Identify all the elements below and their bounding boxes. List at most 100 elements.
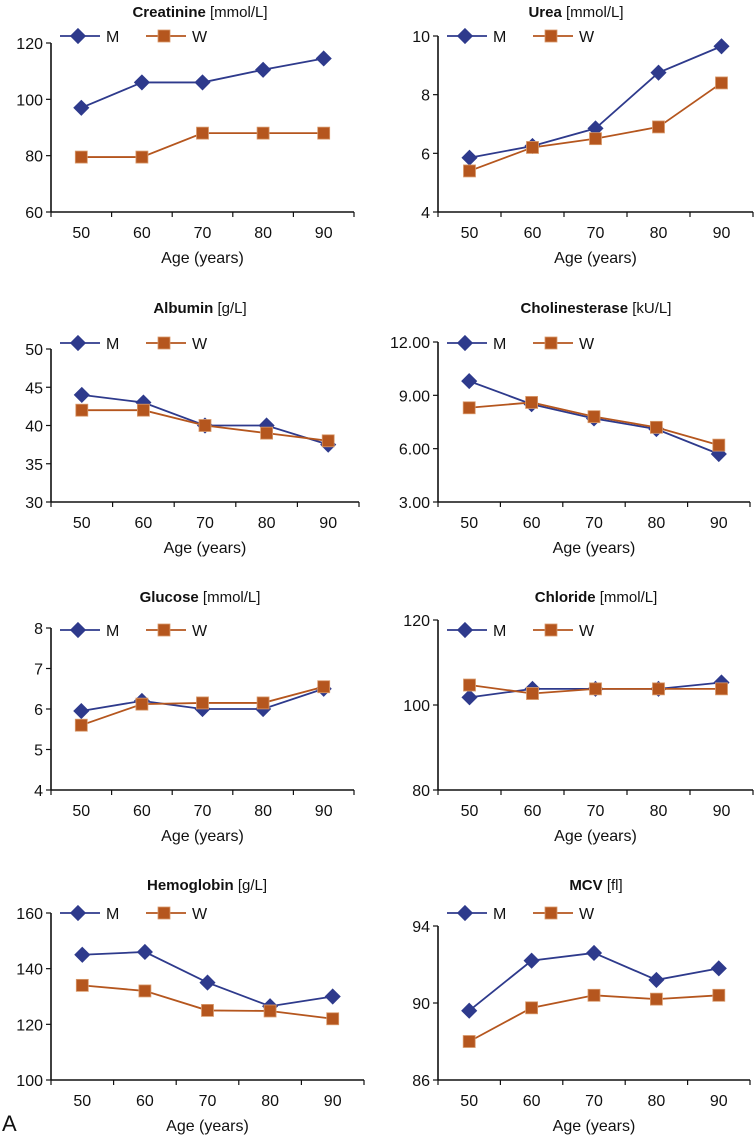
- x-tick-label: 60: [133, 803, 151, 820]
- chart-title: Creatinine [mmol/L]: [132, 4, 267, 21]
- data-point-w: [463, 164, 476, 178]
- legend-marker-m: [456, 27, 474, 45]
- chart-creatinine: Creatinine [mmol/L] 60 80 100 120 50 60 70 80 90 A…: [16, 4, 355, 267]
- y-tick-label: 120: [403, 613, 430, 630]
- data-point-m: [73, 99, 90, 116]
- legend-marker-m: [69, 621, 87, 639]
- x-axis-label: Age (years): [553, 1118, 636, 1135]
- data-point-w: [317, 680, 331, 694]
- x-tick-label: 70: [585, 515, 603, 532]
- x-tick-label: 50: [460, 1093, 478, 1110]
- legend-label-m: M: [493, 336, 506, 353]
- x-tick-label: 70: [199, 1093, 217, 1110]
- data-point-w: [587, 410, 601, 424]
- legend-label-m: M: [493, 623, 506, 640]
- legend-marker-w: [157, 906, 171, 920]
- x-tick-label: 90: [324, 1093, 342, 1110]
- chart-title-name: Chloride: [535, 589, 596, 606]
- y-tick-label: 120: [16, 36, 43, 53]
- y-tick-label: 12.00: [390, 335, 430, 352]
- x-tick-label: 60: [523, 1093, 541, 1110]
- data-point-w: [138, 984, 152, 998]
- x-tick-label: 60: [136, 1093, 154, 1110]
- legend-marker-m: [456, 334, 474, 352]
- legend-marker-m: [69, 27, 87, 45]
- legend-label-w: W: [579, 623, 595, 640]
- legend-marker-m: [456, 621, 474, 639]
- legend-label-w: W: [579, 336, 595, 353]
- x-tick-label: 70: [585, 1093, 603, 1110]
- x-tick-label: 80: [648, 515, 666, 532]
- chart-title-unit: [g/L]: [234, 877, 267, 894]
- x-tick-label: 80: [254, 225, 272, 242]
- y-tick-label: 45: [25, 380, 43, 397]
- data-point-w: [74, 718, 88, 732]
- data-point-m: [315, 50, 332, 67]
- chart-title-unit: [g/L]: [213, 300, 246, 317]
- chart-title-name: Creatinine: [132, 4, 205, 21]
- y-tick-label: 94: [412, 919, 430, 936]
- chart-cholinesterase: Cholinesterase [kU/L] 3.00 6.00 9.00 12.00 50…: [390, 300, 751, 557]
- x-axis-label: Age (years): [554, 250, 637, 267]
- y-tick-label: 3.00: [399, 495, 430, 512]
- data-point-m: [461, 1002, 478, 1019]
- x-tick-label: 80: [650, 225, 668, 242]
- data-point-w: [652, 682, 665, 696]
- chart-urea: Urea [mmol/L] 4 6 8 10 50 60 70 80 90 Age (years) M…: [412, 4, 754, 267]
- data-point-w: [589, 132, 602, 146]
- legend-marker-w: [544, 29, 558, 43]
- y-tick-label: 100: [403, 698, 430, 715]
- data-point-w: [321, 434, 335, 448]
- y-tick-label: 86: [412, 1073, 430, 1090]
- y-tick-label: 80: [25, 149, 43, 166]
- y-tick-label: 9.00: [399, 388, 430, 405]
- x-tick-label: 60: [524, 225, 542, 242]
- y-tick-label: 30: [25, 495, 43, 512]
- x-tick-label: 90: [710, 1093, 728, 1110]
- y-tick-label: 8: [421, 88, 430, 105]
- legend-label-m: M: [106, 336, 119, 353]
- chart-glucose: Glucose [mmol/L] 4 5 6 7 8 50 60 70 80 90 Age (year…: [34, 589, 355, 845]
- data-point-w: [463, 678, 476, 692]
- panel-label: A: [2, 1111, 17, 1136]
- chart-title: MCV [fl]: [569, 877, 622, 894]
- chart-chloride: Chloride [mmol/L] 80 100 120 50 60 70 80 90 Age (…: [403, 589, 754, 845]
- data-point-m: [710, 960, 727, 977]
- y-tick-label: 7: [34, 662, 43, 679]
- series-line-m: [468, 952, 719, 1012]
- x-tick-label: 50: [73, 1093, 91, 1110]
- y-tick-label: 40: [25, 419, 43, 436]
- data-point-m: [650, 64, 667, 81]
- data-point-w: [196, 696, 209, 710]
- x-tick-label: 60: [135, 515, 153, 532]
- x-tick-label: 80: [648, 1093, 666, 1110]
- chart-title-unit: [mmol/L]: [562, 4, 624, 21]
- x-tick-label: 80: [650, 803, 668, 820]
- data-point-m: [194, 74, 211, 91]
- data-point-w: [715, 682, 728, 696]
- y-tick-label: 6: [421, 146, 430, 163]
- legend-label-m: M: [493, 29, 506, 46]
- data-point-m: [713, 38, 730, 55]
- data-point-m: [133, 74, 150, 91]
- x-axis-label: Age (years): [161, 250, 244, 267]
- data-point-w: [135, 697, 149, 711]
- x-tick-label: 50: [73, 515, 91, 532]
- legend-marker-w: [544, 623, 558, 637]
- chart-title-unit: [mmol/L]: [199, 589, 261, 606]
- x-axis-label: Age (years): [553, 540, 636, 557]
- legend-label-m: M: [106, 623, 119, 640]
- chart-title-name: Cholinesterase: [521, 300, 629, 317]
- legend-label-w: W: [579, 29, 595, 46]
- data-point-w: [136, 403, 150, 417]
- legend-marker-m: [69, 334, 87, 352]
- y-tick-label: 10: [412, 29, 430, 46]
- x-tick-label: 90: [315, 225, 333, 242]
- data-point-m: [73, 702, 90, 720]
- data-point-w: [715, 76, 728, 90]
- y-tick-label: 100: [16, 92, 43, 109]
